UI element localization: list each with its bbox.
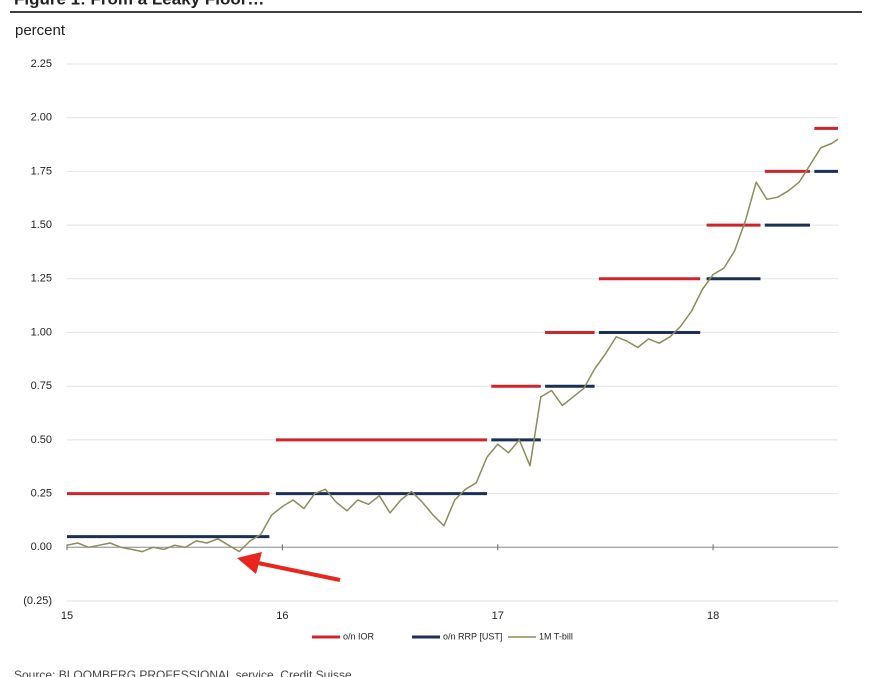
x-tick-label: 16: [276, 610, 288, 622]
x-tick-label: 17: [492, 610, 504, 622]
y-tick-label: 2.25: [31, 58, 52, 70]
source-note: Source: BLOOMBERG PROFESSIONAL service, …: [14, 668, 352, 677]
y-tick-label: (0.25): [23, 595, 52, 607]
series-line: [67, 126, 838, 496]
chart-title: Figure 1: From a Leaky Floor…: [14, 0, 264, 8]
arrow-head: [237, 552, 262, 574]
y-tick-label: 2.00: [31, 112, 52, 124]
legend: o/n IOR o/n RRP [UST] 1M T-bill: [312, 631, 573, 641]
y-tick-label: 1.00: [31, 326, 52, 338]
plot-area: [66, 126, 839, 553]
y-tick-label: 0.75: [31, 380, 52, 392]
y-tick-label: 0.00: [31, 541, 52, 553]
legend-label: o/n RRP [UST]: [443, 631, 502, 641]
x-tick-label: 18: [707, 610, 719, 622]
y-tick-label: 1.75: [31, 165, 52, 177]
series-line: [67, 169, 838, 539]
y-tick-label: 0.50: [31, 434, 52, 446]
y-tick-label: 0.25: [31, 488, 52, 500]
y-tick-label: 1.25: [31, 273, 52, 285]
series-line: [66, 138, 839, 553]
y-tick-label: 1.50: [31, 219, 52, 231]
legend-label: 1M T-bill: [539, 631, 573, 641]
legend-label: o/n IOR: [343, 631, 375, 641]
annotation-arrow: [237, 552, 341, 582]
y-axis-label: percent: [15, 22, 66, 39]
x-tick-label: 15: [61, 610, 73, 622]
arrow-shaft: [257, 561, 341, 582]
